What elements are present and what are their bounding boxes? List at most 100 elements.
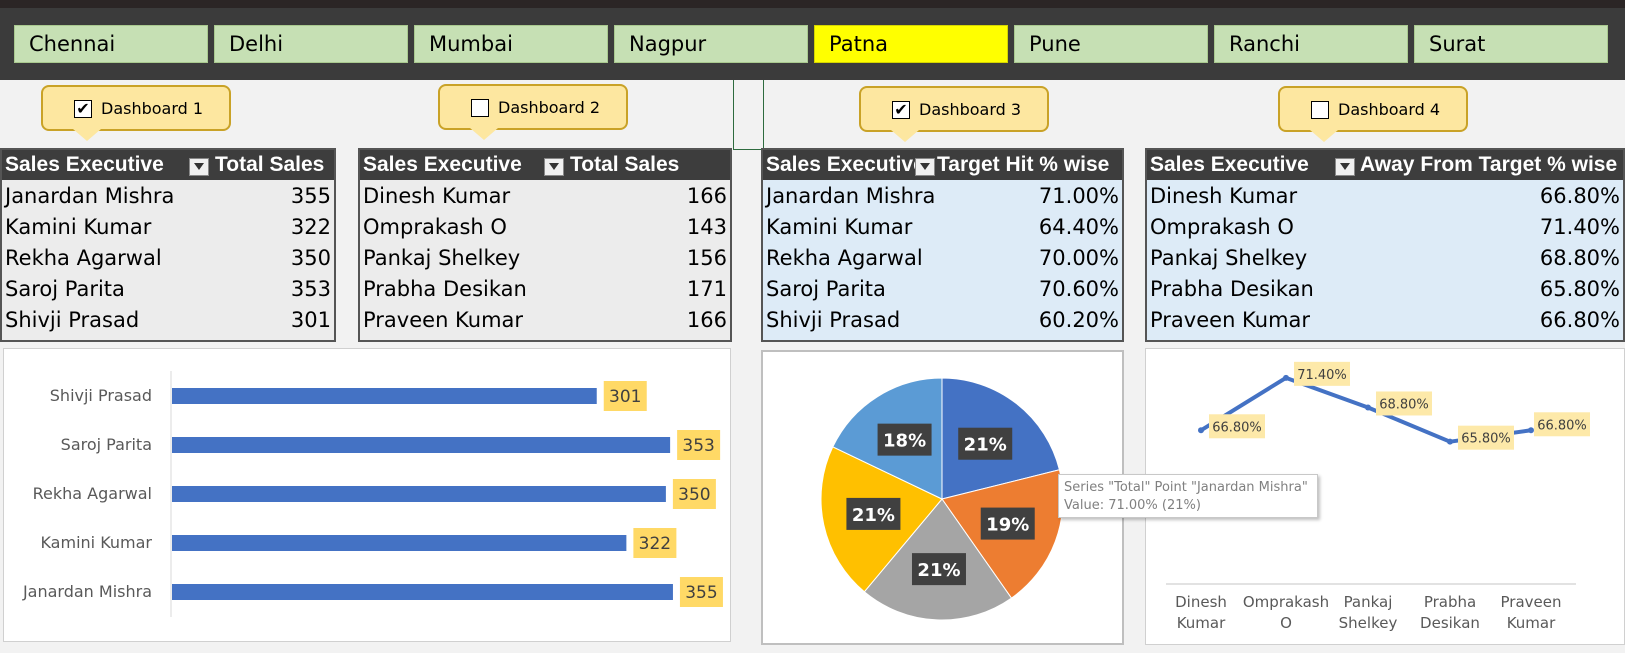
pie-chart-plot: 21% 19% 21% 21% 18% xyxy=(820,377,1064,621)
line-data-label-bg xyxy=(1458,425,1514,450)
executive-name: Prabha Desikan xyxy=(1150,277,1314,301)
bar-data-label-bg xyxy=(679,577,723,607)
city-tab-surat[interactable]: Surat xyxy=(1414,25,1608,63)
line-data-label-bg xyxy=(1534,412,1590,437)
filter-dropdown-icon[interactable] xyxy=(544,158,564,176)
dashboard-4-toggle[interactable]: Dashboard 4 xyxy=(1278,86,1468,142)
table-row[interactable]: Omprakash O 143 xyxy=(360,211,730,242)
line-category-label: Omprakash xyxy=(1243,593,1329,611)
table-row[interactable]: Janardan Mishra 355 xyxy=(2,180,334,211)
metric-value: 355 xyxy=(290,184,331,208)
bar[interactable] xyxy=(172,584,673,600)
city-tab-chennai[interactable]: Chennai xyxy=(14,25,208,63)
dashboard-3-toggle[interactable]: ✔ Dashboard 3 xyxy=(859,86,1049,142)
executive-name: Omprakash O xyxy=(363,215,507,239)
line-point[interactable] xyxy=(1283,374,1289,381)
dashboard-3-checkbox[interactable]: ✔ xyxy=(892,101,910,119)
table-row[interactable]: Dinesh Kumar 166 xyxy=(360,180,730,211)
metric-value: 301 xyxy=(290,308,331,332)
line-data-label: 66.80% xyxy=(1537,418,1587,433)
table-header: Sales Executive Total Sales xyxy=(2,150,334,180)
pie-data-label: 21% xyxy=(852,505,895,526)
city-tab-nagpur[interactable]: Nagpur xyxy=(614,25,808,63)
table-row[interactable]: Rekha Agarwal 350 xyxy=(2,242,334,273)
bar[interactable] xyxy=(172,388,597,404)
tooltip-value: Value: 71.00% (21%) xyxy=(1064,498,1201,513)
table-row[interactable]: Pankaj Shelkey 68.80% xyxy=(1147,242,1623,273)
bar-data-label-bg xyxy=(633,528,677,558)
city-tab-pune[interactable]: Pune xyxy=(1014,25,1208,63)
executive-name: Rekha Agarwal xyxy=(5,246,162,270)
table-row[interactable]: Prabha Desikan 65.80% xyxy=(1147,273,1623,304)
bar[interactable] xyxy=(172,535,627,551)
table-row[interactable]: Kamini Kumar 64.40% xyxy=(763,211,1122,242)
header-sales-executive: Sales Executive xyxy=(766,153,925,176)
line-category-label: Prabha xyxy=(1424,593,1476,611)
metric-value: 70.00% xyxy=(1038,246,1119,270)
city-tab-delhi[interactable]: Delhi xyxy=(214,25,408,63)
table-row[interactable]: Kamini Kumar 322 xyxy=(2,211,334,242)
table-row[interactable]: Janardan Mishra 71.00% xyxy=(763,180,1122,211)
executive-name: Janardan Mishra xyxy=(766,184,936,208)
table-body: Dinesh Kumar 166 Omprakash O 143 Pankaj Shel… xyxy=(360,180,730,340)
line-category-label: Shelkey xyxy=(1339,614,1398,632)
line-point[interactable] xyxy=(1447,438,1453,445)
city-tab-ranchi[interactable]: Ranchi xyxy=(1214,25,1408,63)
header-sales-executive: Sales Executive xyxy=(1150,153,1309,176)
pivot-table-3: Sales Executive Target Hit % wise Janardan… xyxy=(761,148,1124,342)
pie-data-label: 21% xyxy=(917,560,960,581)
metric-value: 71.40% xyxy=(1539,215,1620,239)
line-point[interactable] xyxy=(1198,427,1204,434)
bar-data-label: 322 xyxy=(639,534,671,554)
table-row[interactable]: Saroj Parita 70.60% xyxy=(763,273,1122,304)
line-point[interactable] xyxy=(1528,427,1534,434)
metric-value: 166 xyxy=(686,308,727,332)
table-row[interactable]: Saroj Parita 353 xyxy=(2,273,334,304)
filter-dropdown-icon[interactable] xyxy=(1335,158,1355,176)
filter-dropdown-icon[interactable] xyxy=(915,158,935,176)
line-data-label: 65.80% xyxy=(1461,432,1511,447)
table-row[interactable]: Shivji Prasad 301 xyxy=(2,304,334,335)
table-row[interactable]: Prabha Desikan 171 xyxy=(360,273,730,304)
line-category-label: Kumar xyxy=(1507,614,1556,632)
dashboard-1-toggle[interactable]: ✔ Dashboard 1 xyxy=(41,85,231,141)
city-tab-patna[interactable]: Patna xyxy=(814,25,1008,63)
bar-data-label-bg xyxy=(677,430,721,460)
table-row[interactable]: Omprakash O 71.40% xyxy=(1147,211,1623,242)
pie-data-label-bg xyxy=(911,553,966,586)
line-category-label: Kumar xyxy=(1177,614,1226,632)
line-point[interactable] xyxy=(1365,404,1371,411)
table-body: Janardan Mishra 71.00% Kamini Kumar 64.40% R… xyxy=(763,180,1122,340)
line-data-label: 66.80% xyxy=(1212,420,1262,435)
table-row[interactable]: Praveen Kumar 166 xyxy=(360,304,730,335)
metric-value: 156 xyxy=(686,246,727,270)
metric-value: 71.00% xyxy=(1038,184,1119,208)
dashboard-2-toggle[interactable]: Dashboard 2 xyxy=(438,84,628,140)
header-metric: Total Sales xyxy=(215,153,325,176)
dashboard-4-checkbox[interactable] xyxy=(1311,101,1329,119)
window-edge xyxy=(0,0,1625,8)
table-body: Janardan Mishra 355 Kamini Kumar 322 Rekha A… xyxy=(2,180,334,340)
city-tab-mumbai[interactable]: Mumbai xyxy=(414,25,608,63)
bar[interactable] xyxy=(172,486,666,502)
pie-data-label: 19% xyxy=(986,515,1029,536)
metric-value: 70.60% xyxy=(1038,277,1119,301)
executive-name: Janardan Mishra xyxy=(5,184,175,208)
table-row[interactable]: Shivji Prasad 60.20% xyxy=(763,304,1122,335)
pie-tooltip: Series "Total" Point "Janardan Mishra" V… xyxy=(1058,474,1318,518)
table-row[interactable]: Pankaj Shelkey 156 xyxy=(360,242,730,273)
bar-data-label: 353 xyxy=(682,436,714,456)
executive-name: Shivji Prasad xyxy=(5,308,140,332)
pie-data-label-bg xyxy=(846,497,901,530)
dashboard-2-checkbox[interactable] xyxy=(471,99,489,117)
dashboard-1-checkbox[interactable]: ✔ xyxy=(74,100,92,118)
table-row[interactable]: Dinesh Kumar 66.80% xyxy=(1147,180,1623,211)
table-row[interactable]: Rekha Agarwal 70.00% xyxy=(763,242,1122,273)
bar[interactable] xyxy=(172,437,671,453)
bar-data-label: 301 xyxy=(609,387,641,407)
filter-dropdown-icon[interactable] xyxy=(189,158,209,176)
table-row[interactable]: Praveen Kumar 66.80% xyxy=(1147,304,1623,335)
metric-value: 322 xyxy=(290,215,331,239)
metric-value: 353 xyxy=(290,277,331,301)
line-category-label: O xyxy=(1280,614,1292,632)
